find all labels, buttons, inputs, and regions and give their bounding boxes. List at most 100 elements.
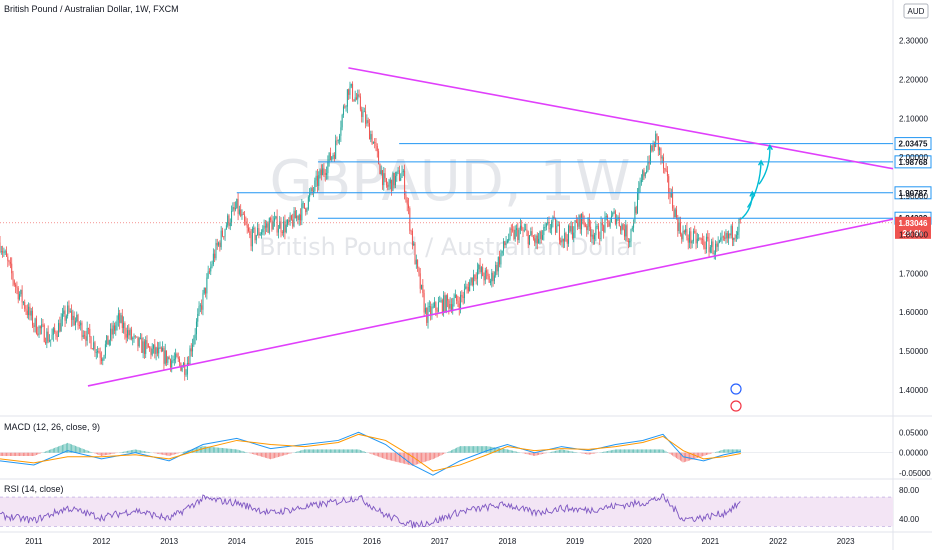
price-tick-label: 2.00000 <box>899 153 928 162</box>
candle-body <box>418 267 420 274</box>
candle-body <box>86 327 88 341</box>
candle-body <box>586 226 588 231</box>
time-axis[interactable]: 2011 2012 2013 2014 2015 2016 2017 2018 2019 2020… <box>25 537 855 546</box>
candle-body <box>264 225 266 228</box>
candle-body <box>298 214 300 220</box>
candle-body <box>233 207 235 210</box>
candle-body <box>107 335 109 345</box>
candle-body <box>584 225 586 227</box>
candle-body <box>201 305 203 310</box>
rsi-tick-label: 40.00 <box>899 515 920 524</box>
candle-body <box>112 325 114 335</box>
candle-body <box>340 127 342 136</box>
candle-body <box>629 241 631 243</box>
candle-body <box>653 143 655 148</box>
price-axis[interactable]: 1.40000 1.50000 1.60000 1.70000 1.80000 1.900… <box>899 37 931 524</box>
trendline-lower[interactable] <box>87 218 894 387</box>
candle-body <box>328 152 330 162</box>
projection-arrow[interactable] <box>740 191 753 220</box>
currency-button[interactable] <box>903 3 929 19</box>
candle-body <box>690 231 692 244</box>
candle-body <box>78 325 80 326</box>
candle-body <box>388 183 390 187</box>
candle-body <box>681 234 683 240</box>
candle-body <box>147 343 149 348</box>
candle-body <box>221 230 223 237</box>
candle-body <box>303 203 305 209</box>
candle-body <box>349 86 351 95</box>
candle-body <box>392 173 394 192</box>
candle-body <box>296 215 298 219</box>
price-tick-label: 2.30000 <box>899 37 928 46</box>
candle-body <box>458 303 460 310</box>
candle-body <box>244 214 246 222</box>
candle-body <box>99 353 101 358</box>
candle-body <box>186 363 188 375</box>
candle-body <box>577 222 579 227</box>
projection-arrows[interactable] <box>740 143 773 220</box>
candle-body <box>81 322 83 337</box>
event-flag-icon[interactable] <box>730 400 742 412</box>
candle-body <box>171 360 173 368</box>
candle-body <box>154 344 156 354</box>
candle-body <box>227 215 229 226</box>
candle-body <box>357 94 359 100</box>
candle-body <box>691 241 693 244</box>
candle-body <box>361 109 363 117</box>
candle-body <box>487 272 489 277</box>
candle-body <box>549 228 551 230</box>
event-icon[interactable] <box>730 383 742 395</box>
time-tick-label: 2015 <box>296 537 314 546</box>
candle-body <box>620 225 622 231</box>
level-price-tag[interactable] <box>894 137 932 151</box>
level-price-tag[interactable] <box>894 186 932 200</box>
candle-body <box>726 233 728 239</box>
candle-body <box>575 220 577 223</box>
candle-body <box>19 294 21 300</box>
level-price-tag[interactable] <box>894 155 932 169</box>
current-price-tag[interactable] <box>895 216 931 239</box>
candle-body <box>46 331 48 344</box>
candle-body <box>206 277 208 294</box>
candle-body <box>566 239 568 244</box>
macd-tick-label: 0.00000 <box>899 449 928 458</box>
candle-body <box>698 238 700 240</box>
candle-body <box>715 243 717 254</box>
candle-body <box>33 325 35 327</box>
candle-body <box>318 175 320 186</box>
candle-body <box>220 230 222 248</box>
candle-body <box>616 219 618 224</box>
candle-body <box>529 235 531 245</box>
candle-body <box>523 229 525 231</box>
trendlines[interactable] <box>87 67 894 387</box>
candle-body <box>236 198 238 209</box>
candle-body <box>55 331 57 336</box>
candle-body <box>591 234 593 237</box>
candle-body <box>350 83 352 87</box>
candle-body <box>212 253 214 265</box>
candle-body <box>568 225 570 244</box>
candle-body <box>374 142 376 143</box>
candle-body <box>150 347 152 355</box>
candle-body <box>331 156 333 160</box>
symbol-watermark: GBPAUD, 1W <box>269 149 630 214</box>
projection-arrow[interactable] <box>746 160 762 208</box>
candle-body <box>224 229 226 237</box>
candle-body <box>185 374 187 376</box>
candle-body <box>644 172 646 177</box>
candle-body <box>341 114 343 128</box>
trendline-upper[interactable] <box>348 67 894 170</box>
projection-arrow[interactable] <box>758 145 771 185</box>
candle-body <box>496 264 498 272</box>
candle-body <box>660 148 662 159</box>
candle-body <box>467 287 469 292</box>
candle-body <box>652 143 654 151</box>
candle-body <box>462 296 464 298</box>
candle-body <box>254 228 256 241</box>
candle-body <box>7 256 9 261</box>
candle-body <box>302 203 304 204</box>
candle-body <box>13 280 15 285</box>
candle-body <box>32 310 34 326</box>
